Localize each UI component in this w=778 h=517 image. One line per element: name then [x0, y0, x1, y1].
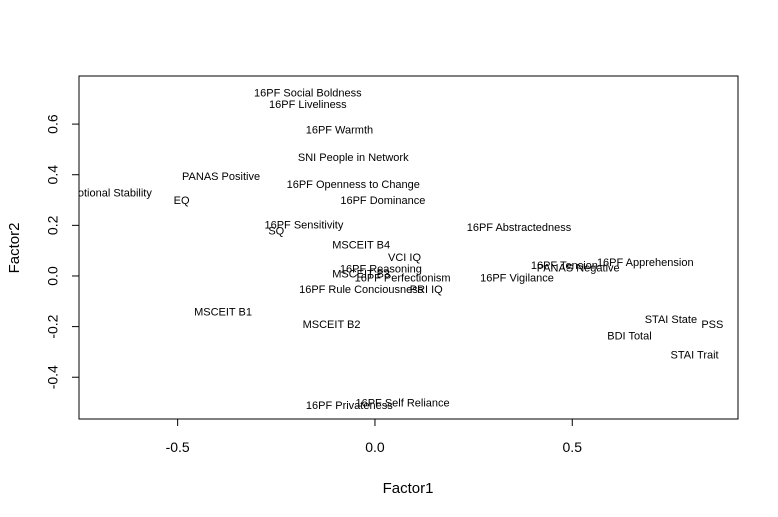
y-tick-label: 0.2 [45, 215, 61, 235]
point-label: 16PF Sensitivity [264, 219, 343, 231]
y-axis-title: Factor2 [6, 223, 23, 274]
point-label: PANAS Negative [537, 262, 620, 274]
point-label: SQ [268, 226, 284, 238]
point-label: BDI Total [607, 331, 651, 343]
y-tick-label: 0.4 [45, 165, 61, 185]
x-tick-label: 0.5 [563, 439, 583, 455]
point-label: 16PF Reasoning [340, 264, 422, 276]
y-tick-label: 0.0 [45, 266, 61, 286]
x-axis: -0.5 0.0 0.5 [166, 418, 583, 455]
point-label: 16PF Vigilance [480, 272, 554, 284]
point-label: MSCEIT B1 [194, 307, 252, 319]
point-label: STAI Trait [671, 350, 719, 362]
point-label: PRI IQ [410, 284, 443, 296]
point-label: 16PF Privateness [306, 400, 393, 412]
point-label: 16PF Self Reliance [355, 398, 449, 410]
point-label: 16PF Abstractedness [467, 222, 572, 234]
point-label: 16PF Openness to Change [287, 179, 420, 191]
point-label: SNI People in Network [298, 152, 409, 164]
point-label: VCI IQ [388, 252, 421, 264]
y-tick-label: -0.2 [45, 314, 61, 338]
y-axis: -0.4 -0.2 0.0 0.2 0.4 0.6 [45, 114, 80, 389]
point-label: STAI State [645, 314, 697, 326]
x-axis-title: Factor1 [383, 480, 434, 497]
point-label: 16PF Dominance [340, 195, 425, 207]
point-label: 16PF Liveliness [269, 99, 347, 111]
point-label: 16PF Social Boldness [254, 88, 362, 100]
x-tick-label: -0.5 [166, 439, 190, 455]
point-label: PANAS Positive [182, 171, 260, 183]
point-label: 16PF Perfectionism [355, 272, 451, 284]
point-label: MSCEIT B2 [303, 319, 361, 331]
point-label: MSCEIT B4 [332, 240, 390, 252]
x-tick-label: 0.0 [365, 439, 385, 455]
point-label: 16PF Apprehension [597, 257, 694, 269]
plot-frame [78, 75, 739, 420]
point-label: MSCEIT B3 [332, 269, 390, 281]
point-label: PSS [701, 319, 723, 331]
point-label: EQ [174, 195, 190, 207]
point-label: 16PF Warmth [306, 124, 373, 136]
y-tick-label: -0.4 [45, 365, 61, 389]
point-label: Emotional Stability [61, 188, 152, 200]
y-tick-label: 0.6 [45, 114, 61, 134]
point-label: 16PF Rule Conciousness [299, 284, 424, 296]
point-label: 16PF Tension [531, 260, 598, 272]
